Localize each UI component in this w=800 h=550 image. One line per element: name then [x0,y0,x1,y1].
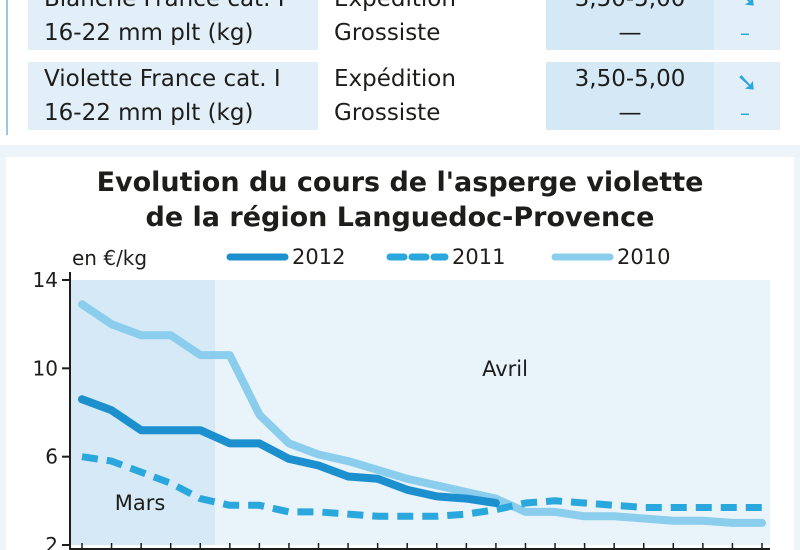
table-row: Blanche France cat. I 16-22 mm plt (kg) … [28,0,780,50]
stage-expedition: Expédition [334,66,456,92]
y-tick-label: 2 [45,533,58,550]
product-size: 16-22 mm plt (kg) [44,100,254,126]
trend-flat-mark: – [740,21,750,45]
product-size: 16-22 mm plt (kg) [44,20,254,46]
legend-label-2011: 2011 [452,245,505,269]
product-cell: Blanche France cat. I 16-22 mm plt (kg) [28,0,318,50]
trend-cell: ➘ – [714,0,780,50]
trend-down-icon: ➘ [736,0,758,12]
price-cell: 3,50-5,00 — [546,62,714,130]
product-name: Violette France cat. I [44,66,281,92]
y-tick-label: 14 [33,268,58,292]
series-line-2011 [81,453,762,520]
table-row: Violette France cat. I 16-22 mm plt (kg)… [28,62,780,130]
stage-grossiste: Grossiste [334,100,441,126]
annotation-avril: Avril [482,357,528,381]
chart-title-line1: Evolution du cours de l'asperge violette [96,167,704,198]
price-expedition: 3,50-5,00 [546,0,714,16]
trend-flat-mark: – [740,101,750,125]
product-name: Blanche France cat. I [44,0,318,16]
stage-grossiste: Grossiste [334,20,441,46]
price-grossiste: — [618,20,642,46]
product-cell: Violette France cat. I 16-22 mm plt (kg) [28,62,318,130]
y-axis-label: en €/kg [72,246,147,270]
stage-cell: Expédition Grossiste [318,62,546,130]
mars-zone [70,280,216,545]
annotation-mars: Mars [115,491,166,515]
price-table: Blanche France cat. I 16-22 mm plt (kg) … [0,0,800,145]
stage-expedition: Expédition [334,0,546,16]
y-tick-label: 10 [33,356,58,380]
price-grossiste: — [618,100,642,126]
stage-cell: Expédition Grossiste [318,0,546,50]
y-tick-label: 6 [45,445,58,469]
legend-label-2012: 2012 [292,245,345,269]
series-line-2010 [78,300,766,527]
price-expedition: 3,50-5,00 [574,66,686,92]
table-left-rule [6,0,8,135]
chart-title-line2: de la région Languedoc-Provence [145,202,655,233]
trend-down-icon: ➘ [736,68,758,98]
price-cell: 3,50-5,00 — [546,0,714,50]
legend-label-2010: 2010 [617,245,670,269]
trend-cell: ➘ – [714,62,780,130]
series-line-2012 [78,395,500,507]
